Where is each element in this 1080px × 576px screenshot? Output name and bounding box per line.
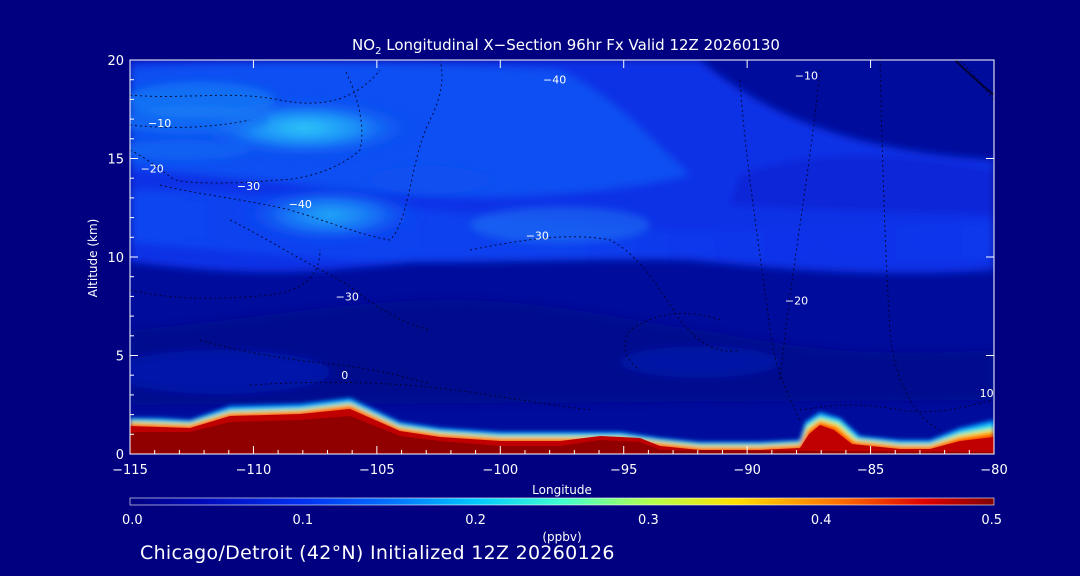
- x-tick-label: −100: [482, 463, 518, 478]
- y-tick-label: 20: [107, 54, 124, 69]
- x-tick-label: −105: [359, 463, 395, 478]
- plot-area: −10 −20 −30 −40 −30 −40 −10 −30 −20 0 10: [130, 60, 994, 454]
- colorbar-tick-label: 0.4: [811, 513, 832, 528]
- y-axis: 0 5 10 15 20: [107, 54, 994, 463]
- colorbar-unit-label: (ppbv): [542, 530, 581, 544]
- no2-maximum-mid: [235, 185, 425, 245]
- contour-label: 0: [341, 369, 348, 382]
- colorbar-tick-label: 0.0: [122, 513, 143, 528]
- contour-label: −20: [785, 294, 808, 307]
- contour-label: 10: [980, 387, 994, 400]
- y-tick-label: 15: [107, 153, 124, 168]
- x-tick-label: −90: [733, 463, 760, 478]
- x-tick-label: −95: [610, 463, 637, 478]
- y-tick-label: 10: [107, 251, 124, 266]
- colorbar-tick-label: 0.5: [981, 513, 1002, 528]
- contour-label: −20: [141, 162, 164, 175]
- contour-label: −10: [795, 70, 818, 83]
- colorbar-tick-label: 0.1: [292, 513, 313, 528]
- chart-title: NO2 Longitudinal X−Section 96hr Fx Valid…: [352, 36, 780, 57]
- x-tick-label: −80: [980, 463, 1007, 478]
- x-tick-label: −110: [236, 463, 272, 478]
- contour-label: −30: [526, 229, 549, 242]
- x-axis-label: Longitude: [532, 483, 592, 497]
- colorbar-ramp: [129, 497, 995, 506]
- contour-labels: −10 −20 −30 −40 −30 −40 −10 −30 −20 0 10: [141, 70, 994, 400]
- x-tick-label: −85: [857, 463, 884, 478]
- colorbar-tick-label: 0.3: [638, 513, 659, 528]
- contour-label: −30: [336, 290, 359, 303]
- contour-label: −10: [148, 117, 171, 130]
- x-tick-label: −115: [112, 463, 148, 478]
- colorbar-ticks: 0.0 0.1 0.2 0.3 0.4 0.5: [122, 513, 1002, 528]
- y-axis-label: Altitude (km): [86, 219, 100, 298]
- y-tick-label: 5: [116, 350, 124, 365]
- x-axis: −115 −110 −105 −100 −95 −90 −85 −80: [112, 60, 1008, 478]
- contour-label: −40: [543, 74, 566, 87]
- colorbar: 0.0 0.1 0.2 0.3 0.4 0.5 (ppbv): [122, 497, 1002, 544]
- colorbar-tick-label: 0.2: [465, 513, 486, 528]
- contour-lines: [130, 60, 994, 431]
- footer-caption: Chicago/Detroit (42°N) Initialized 12Z 2…: [140, 542, 615, 564]
- contour-label: −30: [237, 180, 260, 193]
- contour-label: −40: [289, 198, 312, 211]
- y-tick-label: 0: [116, 448, 124, 463]
